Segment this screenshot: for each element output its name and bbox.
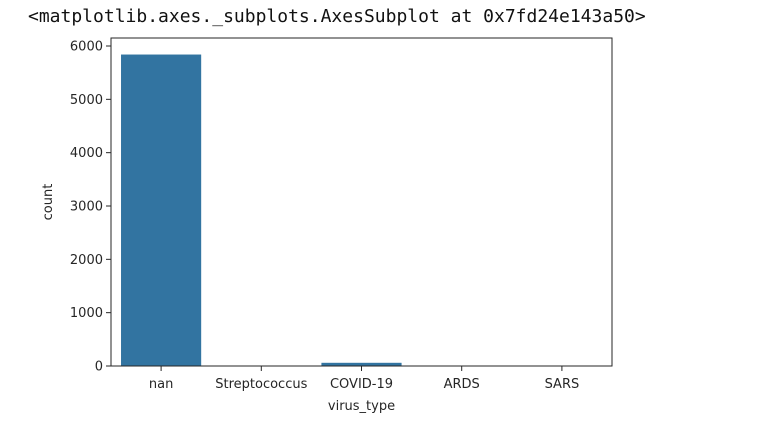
y-tick-label: 4000 xyxy=(70,146,103,161)
x-tick-label: nan xyxy=(149,377,173,392)
bar-nan xyxy=(121,54,202,367)
x-axis-ticks: nan Streptococcus COVID-19 ARDS SARS xyxy=(149,366,579,392)
y-tick-label: 2000 xyxy=(70,253,103,268)
x-tick-label: ARDS xyxy=(444,377,480,392)
y-tick-label: 1000 xyxy=(70,306,103,321)
x-axis-label: virus_type xyxy=(328,399,395,414)
x-tick-label: SARS xyxy=(545,377,580,392)
x-tick-label: Streptococcus xyxy=(215,377,307,392)
bar-covid-19 xyxy=(321,362,402,366)
y-tick-label: 0 xyxy=(95,360,103,375)
y-tick-label: 6000 xyxy=(70,40,103,55)
y-axis-label: count xyxy=(41,184,56,221)
bars-group xyxy=(121,54,602,367)
x-tick-label: COVID-19 xyxy=(330,377,393,392)
output-repr-text: <matplotlib.axes._subplots.AxesSubplot a… xyxy=(28,6,646,27)
plot-frame xyxy=(110,37,613,367)
y-tick-label: 5000 xyxy=(70,93,103,108)
y-axis-ticks: 0 1000 2000 3000 4000 5000 6000 xyxy=(70,40,111,375)
y-tick-label: 3000 xyxy=(70,200,103,215)
